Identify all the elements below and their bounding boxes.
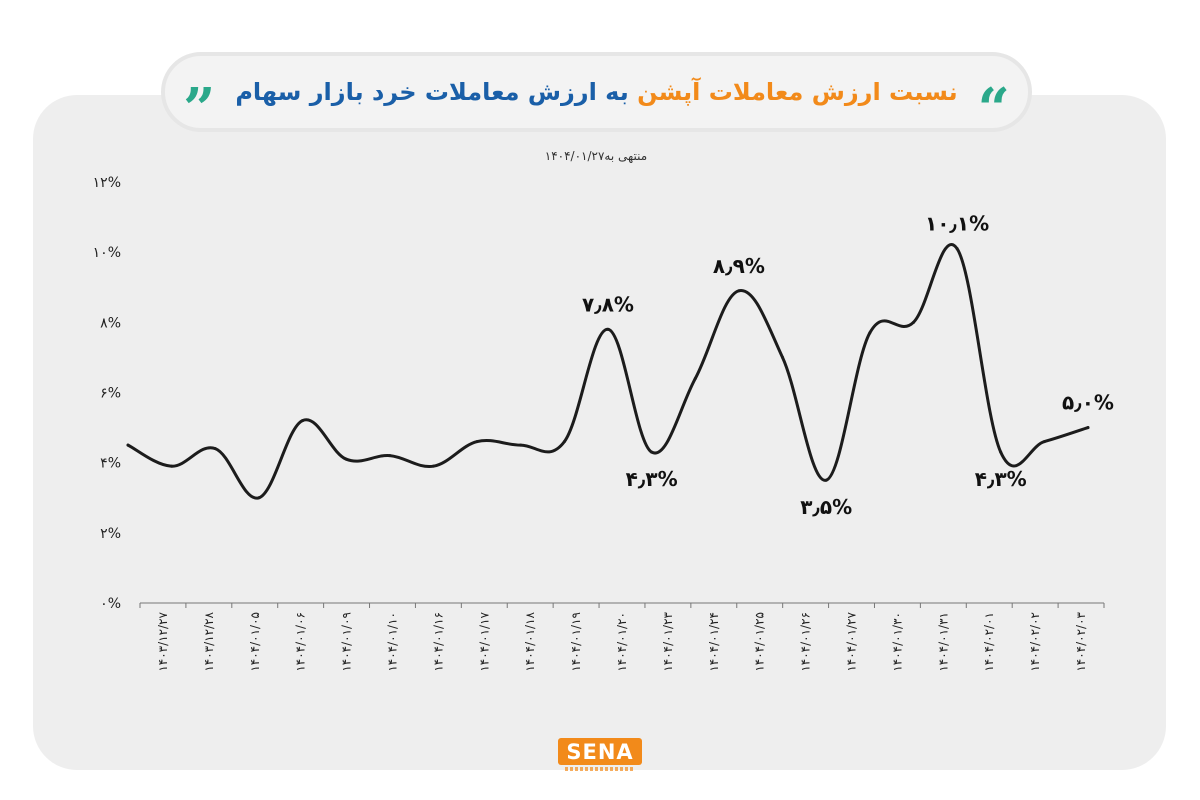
series-group bbox=[126, 243, 1090, 500]
data-point bbox=[693, 376, 697, 380]
data-label: ۷٫۸% bbox=[582, 292, 634, 316]
y-tick-label: ۸% bbox=[100, 315, 121, 331]
data-label: ۵٫۰% bbox=[1062, 391, 1114, 415]
data-point bbox=[650, 450, 654, 454]
data-point bbox=[475, 440, 479, 444]
x-tick-label: ۱۴۰۴/۰۱/۰۵ bbox=[248, 612, 262, 672]
data-point bbox=[257, 496, 261, 500]
data-point bbox=[388, 454, 392, 458]
x-tick-label: ۱۴۰۴/۰۱/۳۱ bbox=[936, 612, 950, 672]
x-tick-label: ۱۴۰۳/۱۲/۲۷ bbox=[156, 611, 170, 671]
x-tick-label: ۱۴۰۴/۰۱/۱۷ bbox=[477, 611, 491, 671]
sena-logo: SENA bbox=[554, 738, 646, 778]
x-tick-label: ۱۴۰۴/۰۱/۲۶ bbox=[799, 612, 813, 672]
data-labels: ۷٫۸% ۴٫۳% ۸٫۹% ۳٫۵% ۱۰٫۱% ۴٫۳% ۵٫۰% bbox=[582, 212, 1114, 520]
logo-text: SENA bbox=[558, 738, 642, 765]
x-tick-label: ۱۴۰۴/۰۱/۱۶ bbox=[431, 612, 445, 672]
data-point bbox=[868, 331, 872, 335]
data-point bbox=[170, 464, 174, 468]
x-axis: ۱۴۰۳/۱۲/۲۷ ۱۴۰۳/۱۲/۲۸ ۱۴۰۴/۰۱/۰۵ ۱۴۰۴/۰۱/۰۶… bbox=[139, 602, 1105, 672]
x-tick-label: ۱۴۰۴/۰۱/۱۸ bbox=[523, 611, 537, 671]
y-axis: ۰% ۲% ۴% ۶% ۸% ۱۰% ۱۲% bbox=[93, 175, 121, 612]
data-label: ۴٫۳% bbox=[975, 467, 1027, 491]
x-tick-label: ۱۴۰۴/۰۱/۲۳ bbox=[661, 611, 675, 671]
y-tick-label: ۱۲% bbox=[93, 175, 121, 191]
x-tick-label: ۱۴۰۴/۰۲/۰۱ bbox=[982, 612, 996, 672]
data-point bbox=[911, 320, 915, 324]
data-point bbox=[431, 464, 435, 468]
data-label: ۳٫۵% bbox=[800, 495, 852, 519]
x-tick-label: ۱۴۰۳/۱۲/۲۸ bbox=[202, 611, 216, 671]
data-point bbox=[824, 478, 828, 482]
data-point bbox=[1086, 426, 1090, 430]
logo-underline bbox=[565, 767, 635, 771]
x-tick-label: ۱۴۰۴/۰۱/۲۵ bbox=[753, 612, 767, 672]
chart-title-part1: نسبت ارزش معاملات آپشن bbox=[637, 78, 958, 106]
x-tick-label: ۱۴۰۴/۰۲/۰۳ bbox=[1074, 611, 1088, 671]
y-tick-label: ۲% bbox=[100, 526, 121, 542]
x-tick-label: ۱۴۰۴/۰۱/۱۹ bbox=[569, 612, 583, 672]
data-point bbox=[999, 450, 1003, 454]
y-tick-label: ۱۰% bbox=[93, 245, 121, 261]
data-label: ۱۰٫۱% bbox=[925, 212, 989, 236]
data-label: ۴٫۳% bbox=[626, 467, 678, 491]
x-tick-label: ۱۴۰۴/۰۱/۰۹ bbox=[340, 612, 354, 672]
x-tick-label: ۱۴۰۴/۰۱/۲۷ bbox=[845, 611, 859, 671]
data-point bbox=[606, 327, 610, 331]
data-point bbox=[126, 443, 130, 447]
chart-card bbox=[33, 95, 1166, 770]
data-point bbox=[301, 419, 305, 423]
y-tick-label: ۴% bbox=[100, 456, 121, 472]
chart-title: نسبت ارزش معاملات آپشن به ارزش معاملات خ… bbox=[235, 78, 957, 106]
x-tick-label: ۱۴۰۴/۰۱/۰۶ bbox=[294, 612, 308, 672]
y-tick-label: ۰% bbox=[100, 596, 121, 612]
x-tick-label: ۱۴۰۴/۰۱/۳۰ bbox=[890, 612, 904, 672]
data-point bbox=[344, 457, 348, 461]
data-point bbox=[781, 355, 785, 359]
quote-close-icon: ” bbox=[183, 81, 216, 121]
data-label: ۸٫۹% bbox=[713, 254, 765, 278]
data-point bbox=[519, 443, 523, 447]
series-line bbox=[126, 243, 1090, 500]
quote-open-icon: “ bbox=[977, 81, 1010, 121]
chart-subtitle: منتهی به۱۴۰۴/۰۱/۲۷ bbox=[545, 149, 647, 163]
x-tick-label: ۱۴۰۴/۰۱/۲۰ bbox=[615, 612, 629, 672]
data-point bbox=[737, 289, 741, 293]
data-point bbox=[955, 247, 959, 251]
data-point bbox=[1042, 440, 1046, 444]
x-tick-label: ۱۴۰۴/۰۱/۲۴ bbox=[707, 612, 721, 672]
chart-title-part2: به ارزش معاملات خرد بازار سهام bbox=[235, 78, 629, 106]
data-point bbox=[213, 447, 217, 451]
x-tick-label: ۱۴۰۴/۰۱/۱۰ bbox=[385, 612, 399, 672]
y-tick-label: ۶% bbox=[100, 386, 121, 402]
title-banner: “ نسبت ارزش معاملات آپشن به ارزش معاملات… bbox=[161, 52, 1032, 132]
data-point bbox=[562, 440, 566, 444]
x-tick-label: ۱۴۰۴/۰۲/۰۲ bbox=[1028, 612, 1042, 672]
